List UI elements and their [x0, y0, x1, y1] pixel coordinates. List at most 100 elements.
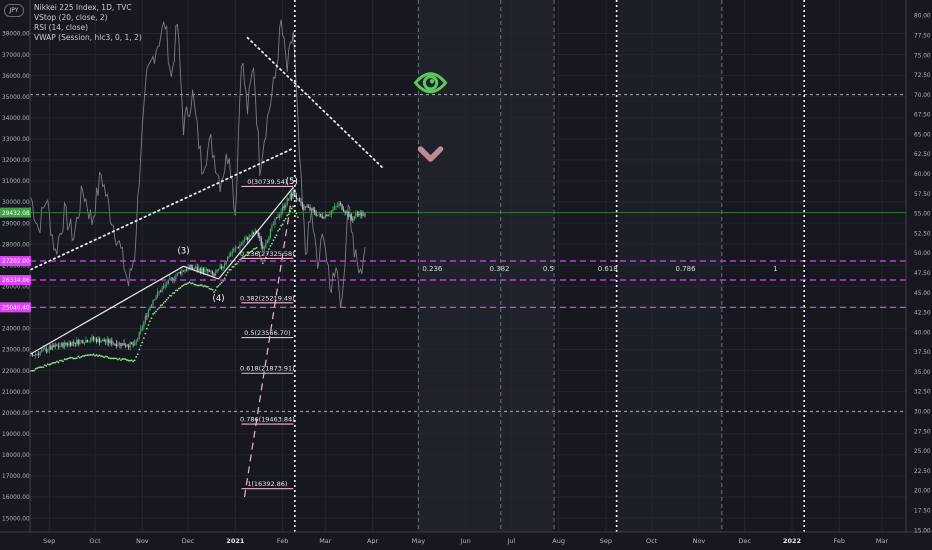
vstop-dot: [138, 348, 141, 351]
candle-body: [289, 193, 291, 199]
rsi-tick-label: 72.50: [914, 73, 931, 79]
candle-body: [361, 211, 363, 217]
vstop-dot: [190, 282, 193, 285]
candle-body: [248, 235, 250, 240]
vstop-dot: [91, 354, 93, 356]
vstop-dot: [45, 364, 48, 367]
legend-symbol[interactable]: Nikkei 225 Index, 1D, TVC: [34, 3, 132, 12]
candle-body: [318, 213, 320, 215]
vstop-dot: [77, 355, 80, 358]
candle-body: [231, 252, 233, 254]
candle-body: [278, 215, 281, 218]
vstop-dot: [129, 359, 132, 362]
legend-vwap[interactable]: VWAP (Session, hlc3, 0, 1, 2): [34, 33, 142, 42]
candle-body: [336, 205, 339, 207]
vstop-dot: [89, 353, 92, 356]
candle-body: [326, 214, 328, 217]
candle-body: [36, 353, 38, 355]
vstop-dot: [57, 361, 60, 364]
candle-body: [225, 261, 227, 265]
candle-body: [34, 354, 37, 356]
candle-body: [63, 342, 66, 348]
vstop-dot: [39, 366, 42, 369]
vstop-dot: [243, 255, 246, 258]
candle-body: [95, 338, 98, 342]
vstop-dot: [290, 207, 293, 210]
candle-body: [79, 340, 81, 345]
vstop-dot: [203, 284, 206, 287]
vstop-dot: [56, 360, 58, 363]
vstop-dot: [191, 282, 194, 285]
rsi-tick-label: 77.50: [914, 33, 931, 39]
candle-body: [301, 202, 304, 208]
time-tick-label: Jul: [506, 537, 515, 545]
candle-body: [83, 342, 85, 344]
candle-body: [339, 203, 342, 205]
rsi-tick-label: 70.00: [914, 93, 931, 99]
candle-body: [304, 206, 307, 208]
vstop-dot: [261, 262, 264, 265]
candle-body: [184, 270, 186, 272]
candle-body: [65, 342, 67, 345]
symbol-badge[interactable]: JPY: [4, 4, 24, 17]
eye-icon-iris: [422, 75, 439, 91]
rsi-tick-label: 40.00: [914, 330, 931, 336]
candle-body: [243, 239, 246, 243]
candle-body: [48, 346, 50, 351]
candle-body: [42, 348, 44, 351]
candle-body: [80, 340, 82, 342]
candle-body: [292, 189, 294, 196]
candle-body: [138, 331, 140, 339]
fib-level-label: 0.382(25219.49): [240, 294, 295, 302]
vstop-dot: [149, 320, 151, 323]
candle-body: [263, 247, 265, 249]
candle-body: [294, 189, 296, 196]
rsi-line: [30, 19, 366, 308]
rsi-tick-label: 67.50: [914, 113, 931, 119]
legend-vstop[interactable]: VStop (20, close, 2): [34, 13, 108, 22]
fib-time-zone-label: 0.5: [543, 265, 554, 273]
rsi-tick-label: 35.00: [914, 370, 931, 376]
vstop-dot: [200, 284, 203, 287]
candle-body: [100, 341, 102, 343]
price-tick-label: 27000.00: [2, 263, 30, 269]
price-tick-label: 28000.00: [2, 242, 30, 248]
candle-body: [62, 343, 64, 348]
vstop-dot: [94, 354, 96, 357]
candle-body: [123, 343, 125, 346]
candle-body: [169, 278, 171, 280]
candle-body: [216, 269, 218, 273]
vstop-dot: [296, 216, 299, 219]
vstop-dot: [197, 284, 200, 287]
time-tick-label: May: [412, 537, 426, 545]
candle-body: [193, 268, 195, 270]
vstop-dot: [225, 274, 228, 277]
candle-body: [364, 214, 366, 216]
candle-body: [140, 328, 142, 332]
candle-body: [73, 341, 75, 343]
candle-body: [230, 253, 232, 256]
vstop-dot: [254, 247, 257, 250]
rsi-tick-label: 20.00: [914, 489, 931, 495]
candle-body: [199, 268, 201, 273]
vstop-dot: [219, 283, 222, 285]
wave-label: (4): [213, 294, 225, 304]
candle-body: [353, 216, 355, 220]
candle-body: [50, 346, 52, 350]
price-tick-label: 24000.00: [2, 327, 30, 333]
legend-rsi[interactable]: RSI (14, close): [34, 23, 89, 32]
vstop-dot: [31, 369, 34, 372]
vstop-dot: [115, 357, 118, 360]
fib-time-zone-label: 0.382: [489, 265, 509, 273]
time-tick-label: Nov: [693, 537, 706, 545]
vstop-dot: [258, 255, 261, 257]
candle-body: [175, 275, 177, 279]
candle-body: [86, 339, 89, 343]
candle-body: [260, 238, 262, 246]
candle-body: [246, 237, 249, 240]
vstop-dot: [226, 271, 229, 274]
candle-body: [57, 345, 60, 347]
candle-body: [329, 214, 331, 216]
rsi-tick-label: 27.50: [914, 429, 931, 435]
